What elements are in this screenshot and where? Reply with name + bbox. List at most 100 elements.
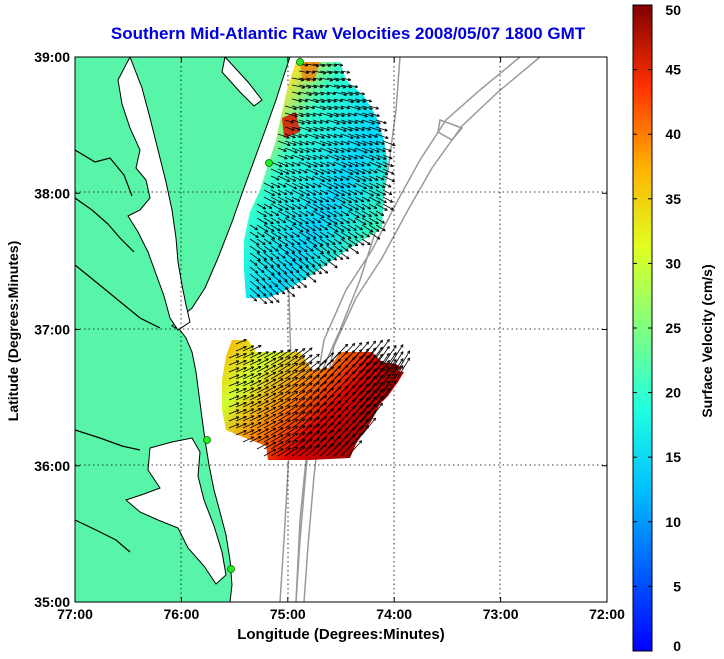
velocity-arrow: [326, 189, 339, 197]
velocity-arrow: [333, 77, 345, 81]
velocity-arrow: [361, 140, 373, 146]
velocity-arrow-head: [360, 440, 363, 444]
velocity-arrow: [305, 437, 320, 450]
velocity-arrow: [326, 77, 339, 81]
velocity-arrow: [235, 346, 247, 352]
velocity-arrow: [368, 175, 379, 181]
velocity-arrow: [319, 98, 331, 103]
velocity-arrow: [319, 203, 330, 210]
velocity-arrow: [326, 168, 337, 174]
velocity-arrow: [249, 273, 259, 282]
velocity-arrow-head: [273, 364, 277, 368]
velocity-arrow: [361, 112, 374, 117]
velocity-arrow: [298, 238, 307, 245]
velocity-arrow-head: [273, 350, 277, 354]
velocity-arrow: [319, 380, 334, 394]
velocity-arrow: [291, 362, 306, 373]
velocity-arrow: [291, 245, 302, 253]
velocity-arrow: [319, 196, 330, 203]
velocity-arrow: [389, 344, 404, 366]
velocity-arrow: [263, 273, 272, 281]
velocity-arrow-head: [388, 353, 390, 357]
velocity-arrow: [312, 217, 321, 224]
velocity-arrow-head: [360, 377, 363, 381]
velocity-arrow: [347, 231, 358, 239]
velocity-arrow-head: [269, 258, 273, 260]
velocity-arrow: [291, 77, 304, 81]
velocity-arrow-head: [261, 279, 265, 281]
velocity-arrow-head: [310, 354, 313, 358]
velocity-arrow-head: [311, 107, 315, 110]
velocity-arrow-head: [295, 384, 299, 388]
velocity-arrow-head: [332, 429, 334, 433]
velocity-arrow: [298, 70, 309, 74]
velocity-arrow: [284, 355, 298, 366]
velocity-arrow-head: [236, 360, 240, 364]
velocity-arrow: [263, 392, 277, 401]
velocity-arrow-head: [353, 441, 356, 445]
velocity-arrow: [249, 387, 262, 394]
velocity-arrow: [333, 98, 343, 102]
velocity-arrow-head: [353, 357, 356, 361]
velocity-arrow: [270, 371, 284, 380]
velocity-arrow: [298, 196, 311, 204]
velocity-arrow: [291, 369, 306, 380]
velocity-arrow: [277, 168, 290, 175]
velocity-arrow-head: [281, 392, 284, 396]
velocity-arrow-head: [273, 448, 277, 452]
velocity-arrow-head: [325, 86, 329, 88]
colorbar-tick-label: 50: [665, 2, 681, 18]
velocity-arrow-head: [327, 65, 331, 67]
velocity-arrow-head: [295, 377, 299, 381]
velocity-arrow-head: [310, 424, 313, 428]
velocity-arrow: [319, 217, 332, 226]
velocity-arrow-head: [244, 416, 247, 420]
velocity-arrow-head: [318, 272, 322, 275]
velocity-arrow: [277, 224, 287, 231]
velocity-arrow-head: [353, 378, 356, 382]
velocity-arrow: [291, 238, 301, 245]
velocity-arrow: [312, 437, 327, 450]
velocity-arrow: [319, 126, 330, 131]
velocity-arrow: [298, 175, 309, 181]
velocity-arrow-head: [259, 436, 262, 440]
velocity-arrow-head: [374, 347, 377, 351]
velocity-arrow-head: [303, 446, 306, 450]
velocity-arrow: [305, 161, 318, 168]
velocity-arrow: [312, 168, 325, 175]
velocity-arrow-head: [236, 353, 240, 357]
velocity-arrow-head: [381, 396, 383, 400]
velocity-arrow-head: [321, 65, 325, 68]
velocity-arrow: [340, 210, 349, 216]
velocity-arrow-head: [310, 382, 313, 386]
velocity-arrow-head: [281, 406, 284, 410]
velocity-arrow: [298, 126, 312, 132]
velocity-arrow: [340, 245, 349, 252]
velocity-arrow-head: [273, 413, 277, 417]
velocity-arrow: [361, 224, 374, 233]
velocity-arrow: [333, 210, 343, 217]
velocity-arrow: [375, 339, 390, 359]
velocity-arrow: [319, 266, 329, 274]
velocity-arrow: [340, 91, 353, 96]
velocity-arrow-head: [367, 348, 370, 352]
velocity-arrow-head: [329, 80, 333, 82]
velocity-arrow-head: [360, 384, 363, 388]
velocity-arrow: [284, 287, 296, 297]
velocity-arrow-head: [332, 373, 334, 377]
velocity-arrow-head: [303, 369, 306, 373]
velocity-arrow: [326, 428, 341, 443]
velocity-arrow: [298, 189, 310, 196]
velocity-arrow: [242, 429, 254, 436]
velocity-arrow-head: [346, 407, 349, 411]
velocity-arrow: [319, 436, 334, 450]
velocity-arrow: [291, 397, 306, 408]
velocity-arrow-head: [303, 439, 306, 443]
velocity-arrow-head: [244, 395, 247, 399]
velocity-arrow-head: [303, 404, 306, 408]
velocity-arrow-head: [310, 396, 313, 400]
velocity-arrow: [277, 238, 289, 247]
velocity-arrow: [354, 238, 365, 246]
velocity-arrow-head: [341, 79, 345, 82]
velocity-arrow: [228, 416, 240, 422]
